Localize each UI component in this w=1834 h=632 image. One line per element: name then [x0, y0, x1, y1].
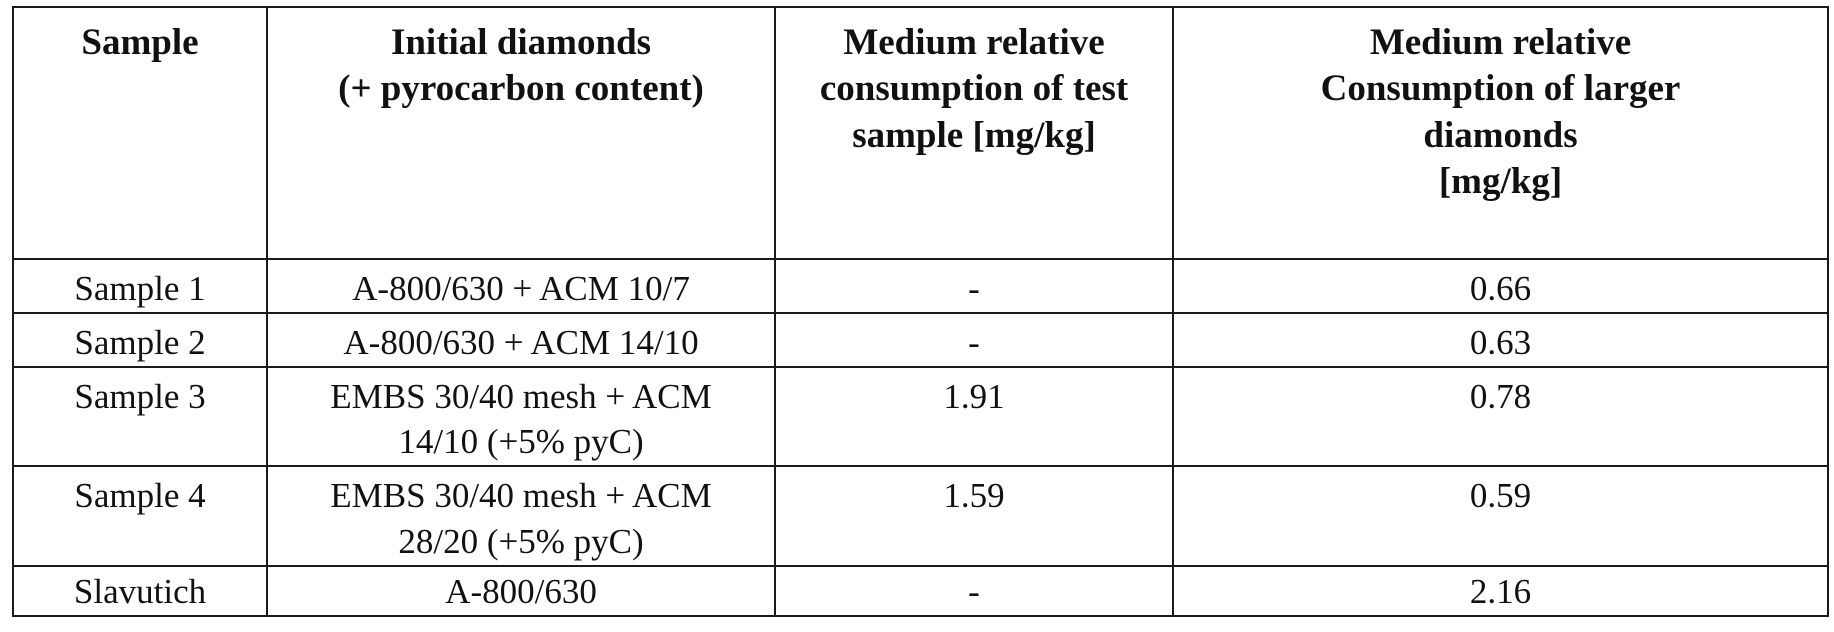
- cell-test-consumption: -: [774, 311, 1174, 368]
- cell-test-consumption: -: [774, 258, 1174, 314]
- cell-sample: Slavutich: [12, 564, 268, 618]
- cell-larger-consumption: 0.59: [1172, 465, 1829, 567]
- cell-test-consumption: 1.59: [774, 465, 1174, 567]
- table-row: Sample 3 EMBS 30/40 mesh + ACM 14/10 (+5…: [12, 365, 1829, 468]
- cell-initial-line-1: EMBS 30/40 mesh + ACM: [330, 476, 712, 516]
- cell-initial-line: A-800/630 + ACM 10/7: [352, 269, 690, 308]
- header-larger-line-4: [mg/kg]: [1438, 160, 1563, 202]
- header-larger-line-1: Medium relative: [1369, 22, 1632, 63]
- header-test-line-3: sample [mg/kg]: [852, 114, 1096, 156]
- data-table: Sample Initial diamonds (+ pyrocarbon co…: [12, 6, 1829, 618]
- cell-initial-line-2: 28/20 (+5% pyC): [398, 521, 644, 561]
- header-sample-line: Sample: [81, 22, 199, 63]
- cell-initial-diamonds: A-800/630: [266, 564, 776, 618]
- cell-larger-consumption: 0.66: [1172, 258, 1829, 314]
- table-row: Sample 1 A-800/630 + ACM 10/7 - 0.66: [12, 258, 1829, 314]
- header-larger-consumption: Medium relative Consumption of larger di…: [1172, 6, 1829, 260]
- cell-initial-diamonds: A-800/630 + ACM 10/7: [266, 258, 776, 314]
- cell-initial-line-2: 14/10 (+5% pyC): [398, 422, 644, 462]
- table-row: Slavutich A-800/630 - 2.16: [12, 564, 1829, 618]
- header-initial-diamonds: Initial diamonds (+ pyrocarbon content): [266, 6, 776, 260]
- cell-larger-consumption: 2.16: [1172, 564, 1829, 618]
- header-initial-line-1: Initial diamonds: [390, 22, 652, 63]
- cell-test-consumption: -: [774, 564, 1174, 618]
- cell-sample: Sample 1: [12, 258, 268, 314]
- header-test-line-1: Medium relative: [843, 22, 1105, 63]
- cell-sample: Sample 4: [12, 465, 268, 567]
- cell-sample: Sample 3: [12, 365, 268, 468]
- cell-initial-line-1: EMBS 30/40 mesh + ACM: [330, 376, 712, 416]
- header-sample: Sample: [12, 6, 268, 260]
- cell-initial-diamonds: EMBS 30/40 mesh + ACM 14/10 (+5% pyC): [266, 365, 776, 468]
- header-initial-line-2: (+ pyrocarbon content): [338, 68, 704, 110]
- cell-larger-consumption: 0.63: [1172, 311, 1829, 368]
- table-row: Sample 2 A-800/630 + ACM 14/10 - 0.63: [12, 311, 1829, 368]
- header-test-line-2: consumption of test: [819, 68, 1129, 110]
- table-row: Sample 4 EMBS 30/40 mesh + ACM 28/20 (+5…: [12, 465, 1829, 567]
- header-larger-line-3: diamonds: [1423, 114, 1578, 156]
- header-test-consumption: Medium relative consumption of test samp…: [774, 6, 1174, 260]
- cell-initial-line: A-800/630: [445, 571, 597, 611]
- cell-initial-diamonds: EMBS 30/40 mesh + ACM 28/20 (+5% pyC): [266, 465, 776, 567]
- header-row: Sample Initial diamonds (+ pyrocarbon co…: [12, 6, 1829, 260]
- cell-test-consumption: 1.91: [774, 365, 1174, 468]
- cell-initial-line: A-800/630 + ACM 14/10: [343, 322, 699, 362]
- cell-sample: Sample 2: [12, 311, 268, 368]
- cell-initial-diamonds: A-800/630 + ACM 14/10: [266, 311, 776, 368]
- cell-larger-consumption: 0.78: [1172, 365, 1829, 468]
- header-larger-line-2: Consumption of larger: [1320, 68, 1681, 110]
